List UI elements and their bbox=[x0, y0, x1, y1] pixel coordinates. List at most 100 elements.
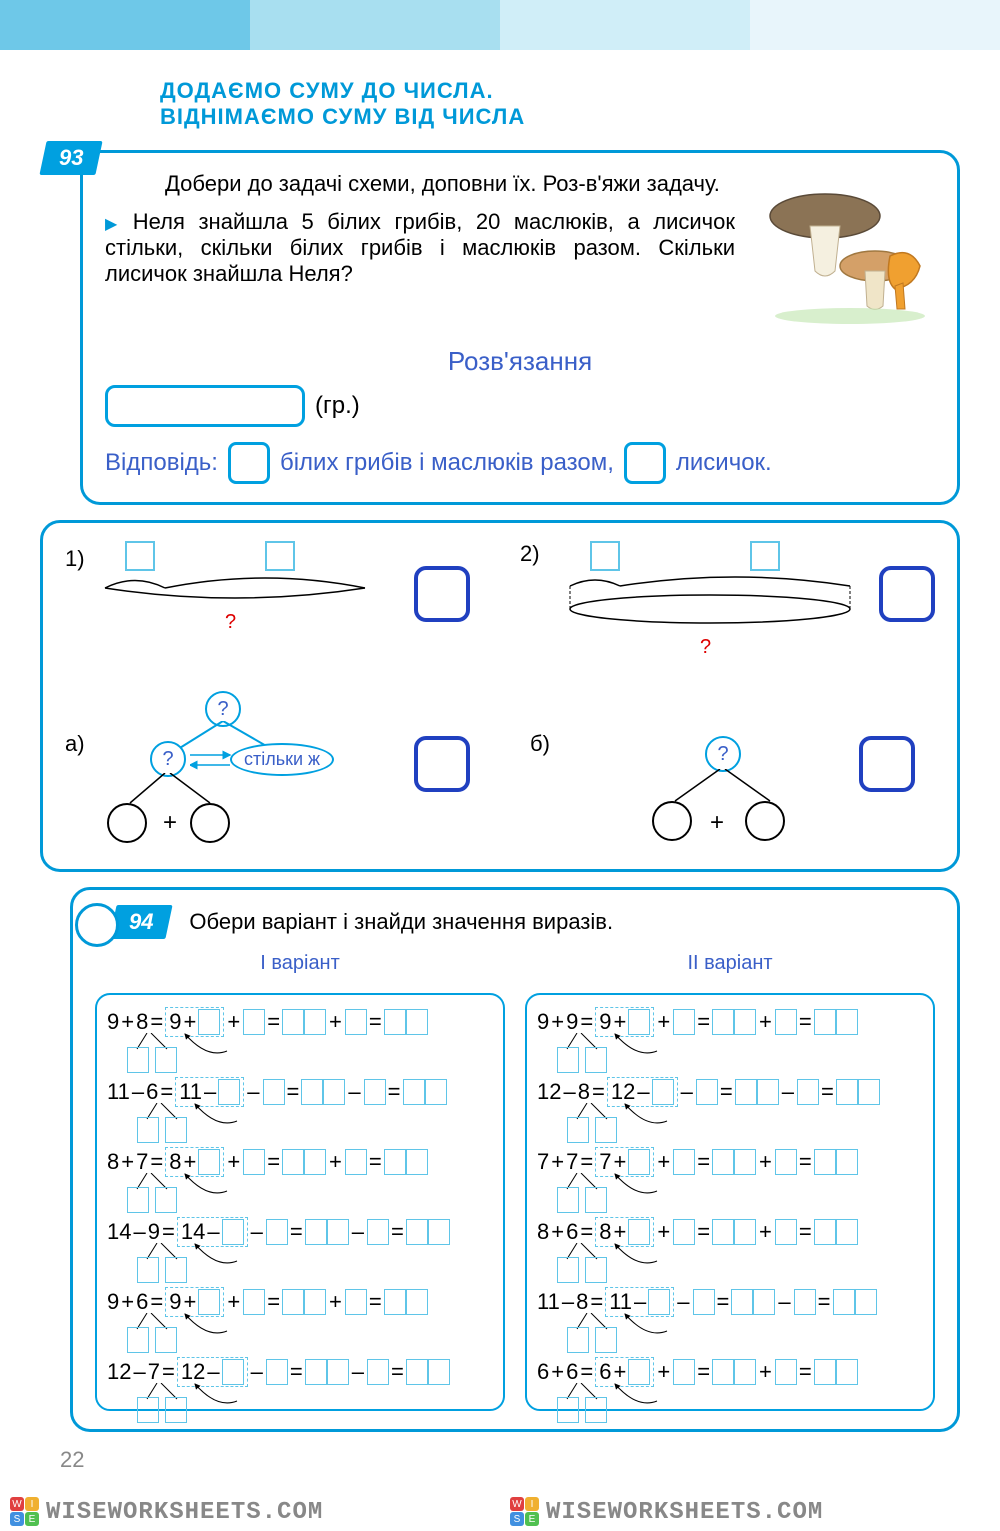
expr-box[interactable] bbox=[712, 1359, 734, 1385]
split-box[interactable] bbox=[165, 1257, 187, 1283]
split-box[interactable] bbox=[585, 1257, 607, 1283]
split-box[interactable] bbox=[557, 1397, 579, 1423]
expr-box[interactable] bbox=[406, 1149, 428, 1175]
expr-box[interactable] bbox=[305, 1219, 327, 1245]
expr-box[interactable] bbox=[282, 1009, 304, 1035]
expr-box[interactable] bbox=[775, 1359, 797, 1385]
expr-box[interactable] bbox=[327, 1359, 349, 1385]
expr-box[interactable] bbox=[367, 1219, 389, 1245]
split-box[interactable] bbox=[557, 1257, 579, 1283]
expr-box[interactable] bbox=[735, 1079, 757, 1105]
split-box[interactable] bbox=[557, 1187, 579, 1213]
split-box[interactable] bbox=[567, 1327, 589, 1353]
expr-box[interactable] bbox=[693, 1289, 715, 1315]
expr-box[interactable] bbox=[836, 1009, 858, 1035]
tree-b-answer[interactable] bbox=[859, 736, 915, 792]
expr-box[interactable] bbox=[403, 1079, 425, 1105]
expr-box[interactable] bbox=[794, 1289, 816, 1315]
expr-box[interactable] bbox=[757, 1079, 779, 1105]
expr-box[interactable] bbox=[734, 1149, 756, 1175]
tree-b-leaf-1[interactable] bbox=[652, 801, 692, 841]
expr-box[interactable] bbox=[304, 1289, 326, 1315]
split-box[interactable] bbox=[137, 1117, 159, 1143]
tree-a-mid[interactable]: ? bbox=[150, 741, 186, 777]
tree-a-leaf-1[interactable] bbox=[107, 803, 147, 843]
expr-box[interactable] bbox=[243, 1009, 265, 1035]
scheme-1-box-b[interactable] bbox=[265, 541, 295, 571]
expr-box[interactable] bbox=[428, 1219, 450, 1245]
expr-box[interactable] bbox=[345, 1289, 367, 1315]
expr-box[interactable] bbox=[775, 1219, 797, 1245]
tree-b-leaf-2[interactable] bbox=[745, 801, 785, 841]
expr-box[interactable] bbox=[364, 1079, 386, 1105]
expr-box[interactable] bbox=[673, 1359, 695, 1385]
expr-box[interactable] bbox=[367, 1359, 389, 1385]
expr-box[interactable] bbox=[753, 1289, 775, 1315]
expr-box[interactable] bbox=[263, 1079, 285, 1105]
split-box[interactable] bbox=[557, 1047, 579, 1073]
expr-box[interactable] bbox=[712, 1009, 734, 1035]
expr-box[interactable] bbox=[384, 1149, 406, 1175]
split-box[interactable] bbox=[595, 1117, 617, 1143]
expr-box[interactable] bbox=[712, 1219, 734, 1245]
split-box[interactable] bbox=[127, 1187, 149, 1213]
expr-box[interactable] bbox=[282, 1149, 304, 1175]
expr-box[interactable] bbox=[266, 1219, 288, 1245]
split-box[interactable] bbox=[127, 1047, 149, 1073]
split-box[interactable] bbox=[127, 1327, 149, 1353]
expr-box[interactable] bbox=[406, 1009, 428, 1035]
expr-box[interactable] bbox=[858, 1079, 880, 1105]
split-box[interactable] bbox=[585, 1047, 607, 1073]
expr-box[interactable] bbox=[406, 1289, 428, 1315]
expr-box[interactable] bbox=[814, 1009, 836, 1035]
split-box[interactable] bbox=[567, 1117, 589, 1143]
expr-box[interactable] bbox=[775, 1149, 797, 1175]
expr-box[interactable] bbox=[814, 1359, 836, 1385]
scheme-1-box-a[interactable] bbox=[125, 541, 155, 571]
expr-box[interactable] bbox=[305, 1359, 327, 1385]
split-box[interactable] bbox=[165, 1117, 187, 1143]
answer-box-2[interactable] bbox=[624, 442, 666, 484]
expr-box[interactable] bbox=[696, 1079, 718, 1105]
expr-box[interactable] bbox=[345, 1149, 367, 1175]
expr-box[interactable] bbox=[345, 1009, 367, 1035]
expr-box[interactable] bbox=[814, 1149, 836, 1175]
expr-box[interactable] bbox=[266, 1359, 288, 1385]
tree-b-top[interactable]: ? bbox=[705, 736, 741, 772]
expr-box[interactable] bbox=[673, 1009, 695, 1035]
expr-box[interactable] bbox=[327, 1219, 349, 1245]
expr-box[interactable] bbox=[712, 1149, 734, 1175]
expr-box[interactable] bbox=[301, 1079, 323, 1105]
expr-box[interactable] bbox=[428, 1359, 450, 1385]
expr-box[interactable] bbox=[243, 1289, 265, 1315]
split-box[interactable] bbox=[155, 1047, 177, 1073]
split-box[interactable] bbox=[155, 1327, 177, 1353]
expr-box[interactable] bbox=[833, 1289, 855, 1315]
split-box[interactable] bbox=[137, 1257, 159, 1283]
tree-a-leaf-2[interactable] bbox=[190, 803, 230, 843]
expr-box[interactable] bbox=[304, 1149, 326, 1175]
expr-box[interactable] bbox=[734, 1009, 756, 1035]
scheme-2-answer[interactable] bbox=[879, 566, 935, 622]
expr-box[interactable] bbox=[814, 1219, 836, 1245]
expr-box[interactable] bbox=[406, 1359, 428, 1385]
expr-box[interactable] bbox=[855, 1289, 877, 1315]
tree-a-answer[interactable] bbox=[414, 736, 470, 792]
expr-box[interactable] bbox=[734, 1359, 756, 1385]
scheme-2-box-b[interactable] bbox=[750, 541, 780, 571]
expr-box[interactable] bbox=[797, 1079, 819, 1105]
expr-box[interactable] bbox=[836, 1079, 858, 1105]
split-box[interactable] bbox=[137, 1397, 159, 1423]
expr-box[interactable] bbox=[406, 1219, 428, 1245]
split-box[interactable] bbox=[165, 1397, 187, 1423]
expr-box[interactable] bbox=[731, 1289, 753, 1315]
expr-box[interactable] bbox=[734, 1219, 756, 1245]
scheme-2-box-a[interactable] bbox=[590, 541, 620, 571]
expr-box[interactable] bbox=[304, 1009, 326, 1035]
expr-box[interactable] bbox=[323, 1079, 345, 1105]
expr-box[interactable] bbox=[673, 1149, 695, 1175]
expr-box[interactable] bbox=[836, 1219, 858, 1245]
expr-box[interactable] bbox=[425, 1079, 447, 1105]
split-box[interactable] bbox=[155, 1187, 177, 1213]
expr-box[interactable] bbox=[384, 1289, 406, 1315]
